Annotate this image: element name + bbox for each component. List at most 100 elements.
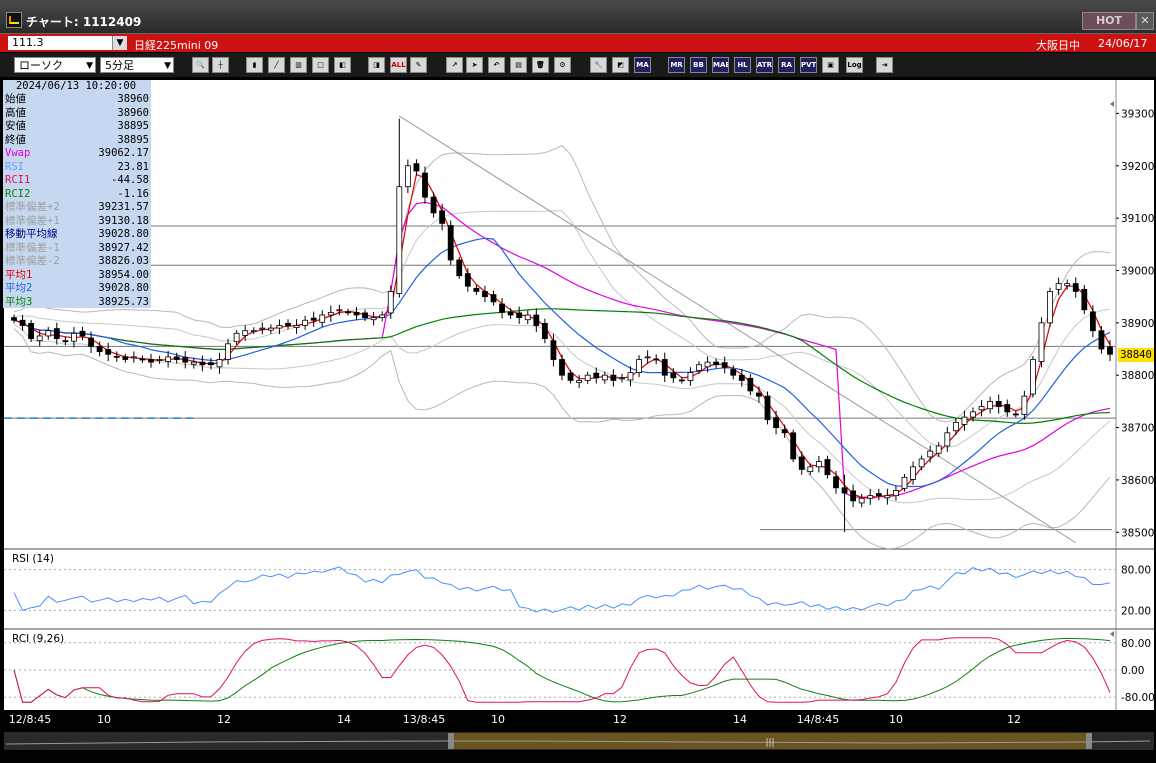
info-label: RCI1: [5, 174, 31, 186]
candle-body: [1064, 283, 1071, 287]
log-icon[interactable]: Log: [846, 57, 863, 73]
mae-icon[interactable]: MAE: [712, 57, 729, 73]
candle-body: [422, 172, 428, 198]
candle-body: [353, 311, 360, 316]
candle-body: [130, 356, 137, 359]
arrow-tool-icon[interactable]: ➤: [466, 57, 483, 73]
ma-icon[interactable]: MA: [634, 57, 651, 73]
candle-body: [1047, 291, 1053, 324]
hot-button[interactable]: HOT: [1082, 12, 1136, 30]
chevron-down-icon[interactable]: ▼: [112, 36, 127, 50]
candle-body: [961, 416, 968, 425]
candle-body: [533, 314, 540, 326]
overview-thumb[interactable]: [452, 733, 1088, 749]
candle-body: [370, 317, 377, 321]
candle-icon[interactable]: ▮: [246, 57, 263, 73]
line-chart-icon[interactable]: ╱: [268, 57, 285, 73]
chart-type-select[interactable]: ローソク ▼: [14, 57, 96, 73]
candle-body: [507, 311, 514, 316]
instrument-bar: [0, 34, 1156, 52]
candle-body: [661, 359, 668, 376]
candle-body: [190, 361, 197, 365]
chart-red-icon[interactable]: ▥: [290, 57, 307, 73]
rsi-title: RSI (14): [12, 553, 54, 565]
pen-icon[interactable]: ✎: [410, 57, 427, 73]
info-value: 38960: [117, 106, 149, 119]
candle-body: [1030, 359, 1036, 395]
hl-icon[interactable]: HL: [734, 57, 751, 73]
rsi-tick-label: 80.00: [1121, 565, 1151, 577]
delete-icon[interactable]: 🗑: [532, 57, 549, 73]
close-icon[interactable]: ✕: [1136, 12, 1154, 30]
chart-area[interactable]: 38500 38600 38700 38800 38900 39000 39100 39200…: [0, 78, 1156, 760]
tools-icon[interactable]: 🔧: [590, 57, 607, 73]
candle-body: [730, 369, 737, 376]
candle-body: [867, 495, 874, 499]
ra-icon[interactable]: RA: [778, 57, 795, 73]
candle-body: [970, 411, 976, 418]
candle-body: [841, 487, 848, 494]
chart-type-value: ローソク: [19, 59, 63, 72]
color-icon[interactable]: ◩: [612, 57, 629, 73]
x-axis-background: [4, 710, 1154, 732]
candle-body: [28, 322, 35, 339]
interval-select[interactable]: 5分足 ▼: [100, 57, 174, 73]
x-tick-label: 12: [1007, 713, 1021, 726]
candle-body: [627, 372, 634, 381]
cursor-icon[interactable]: ┼: [212, 57, 229, 73]
candle-body: [704, 361, 711, 368]
candle-body: [747, 377, 754, 392]
candle-body: [404, 165, 411, 188]
candle-body: [678, 379, 685, 382]
bollinger-band-line: [14, 210, 1111, 448]
overview-handle-right[interactable]: [1086, 733, 1092, 749]
settings-icon[interactable]: ⚙: [554, 57, 571, 73]
x-tick-label: 10: [889, 713, 903, 726]
candle-body: [242, 330, 249, 336]
candle-body: [499, 303, 505, 313]
all-icon[interactable]: ALL: [390, 57, 407, 73]
candle-body: [781, 429, 788, 434]
candle-body: [327, 311, 334, 316]
info-value: 38960: [117, 93, 149, 105]
bb-icon[interactable]: BB: [690, 57, 707, 73]
chart-svg[interactable]: 38500 38600 38700 38800 38900 39000 39100 39200…: [0, 78, 1156, 760]
candle-body: [541, 322, 548, 339]
symbol-code-input[interactable]: 111.3: [8, 36, 126, 50]
candle-body: [79, 330, 86, 337]
candle-body: [413, 163, 420, 172]
atr-icon[interactable]: ATR: [756, 57, 773, 73]
candle-body: [430, 196, 437, 214]
undo-icon[interactable]: ↶: [488, 57, 505, 73]
zoom-icon[interactable]: 🔍: [192, 57, 209, 73]
candle-prev-icon[interactable]: ◧: [334, 57, 351, 73]
candle-body: [362, 312, 368, 319]
line-tool-icon[interactable]: ↗: [446, 57, 463, 73]
blank-icon[interactable]: □: [312, 57, 329, 73]
candle-body: [858, 497, 865, 504]
candle-body: [670, 372, 677, 379]
title-bar: チャート: 1112409 HOT ✕: [0, 0, 1156, 34]
info-value: 38927.42: [98, 241, 149, 254]
x-tick-label: 13/8:45: [403, 713, 445, 726]
candle-body: [267, 327, 274, 331]
x-tick-label: 10: [97, 713, 111, 726]
candle-body: [559, 359, 565, 376]
window-icon[interactable]: ▣: [822, 57, 839, 73]
y-tick-label: 39000: [1121, 265, 1154, 277]
candle-next-icon[interactable]: ◨: [368, 57, 385, 73]
interval-value: 5分足: [105, 59, 134, 72]
copy-icon[interactable]: ▤: [510, 57, 527, 73]
candle-body: [379, 314, 386, 319]
info-row: 終値 38895: [5, 134, 149, 147]
export-icon[interactable]: ⇥: [876, 57, 893, 73]
bollinger-band-line: [13, 328, 1111, 550]
candle-body: [935, 445, 942, 454]
candle-body: [36, 335, 43, 342]
mr-icon[interactable]: MR: [668, 57, 685, 73]
info-row: 高値 38960: [5, 107, 149, 120]
candle-body: [721, 362, 728, 368]
candle-body: [773, 417, 779, 428]
pvt-icon[interactable]: PVT: [800, 57, 817, 73]
candle-body: [490, 294, 497, 303]
